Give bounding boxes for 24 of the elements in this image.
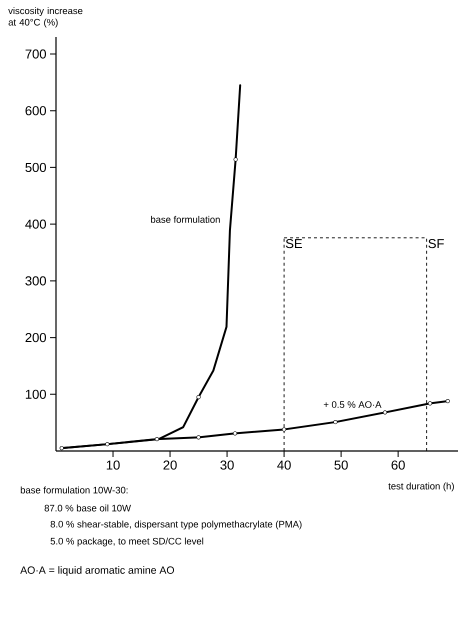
x-tick-label: 10	[106, 460, 120, 470]
x-axis-title: test duration (h)	[388, 482, 454, 492]
y-tick-label: 500	[25, 162, 46, 172]
y-tick-label: 600	[26, 106, 46, 116]
text: 87.0 % base oil 10W	[44, 504, 131, 512]
text: base formulation 10W-30:	[20, 486, 128, 494]
y-tick-label: 200	[26, 332, 46, 342]
text: AO·A = liquid aromatic amine AO	[20, 566, 174, 576]
x-tick-label: 30	[220, 460, 234, 470]
series-label: + 0.5 % AO·A	[324, 401, 382, 408]
x-tick-label: 50	[334, 460, 348, 470]
text: 5.0 % package, to meet SD/CC level	[50, 538, 204, 546]
series-label: base formulation	[151, 216, 220, 223]
y-tick-label: 300	[25, 276, 46, 286]
ref-line-label: SE	[286, 238, 302, 248]
y-tick-label: 400	[25, 220, 46, 229]
x-tick-label: 20	[164, 460, 177, 470]
y-tick-label: 100	[26, 390, 46, 399]
y-axis-title: viscosity increase at 40°C (%)	[8, 7, 82, 28]
y-tick-label: 700	[26, 49, 46, 59]
x-tick-label: 60	[392, 460, 405, 470]
text: 8.0 % shear-stable, dispersant type polymethacrylate (PMA)	[50, 520, 302, 530]
x-tick-label: 40	[277, 460, 291, 470]
ref-line-label: SF	[428, 238, 444, 248]
